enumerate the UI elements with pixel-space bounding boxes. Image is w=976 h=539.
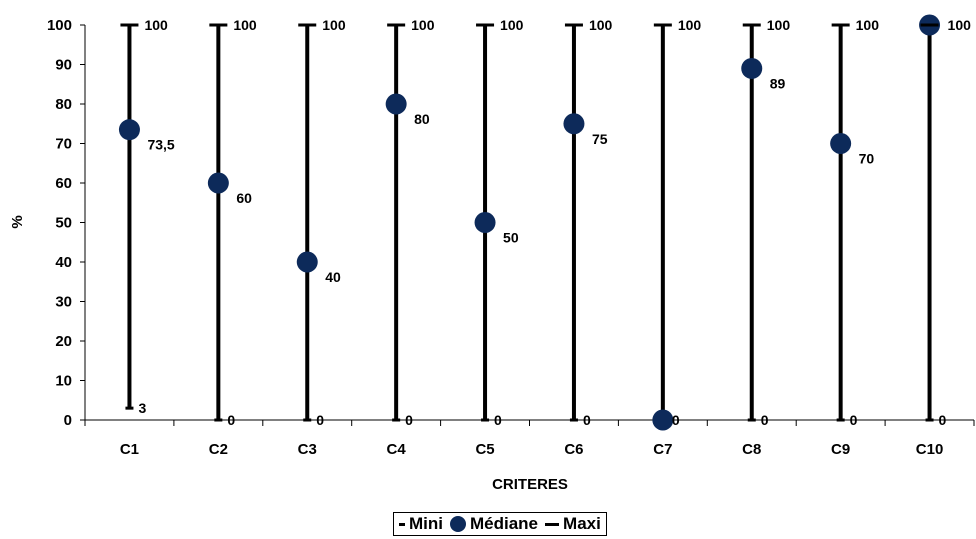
maxi-data-label: 100 <box>767 17 791 33</box>
y-tick-label: 70 <box>55 136 72 153</box>
y-tick-label: 40 <box>55 254 72 271</box>
x-tick-label: C7 <box>653 441 672 458</box>
range-lines <box>125 25 934 422</box>
maxi-data-label: 100 <box>589 17 613 33</box>
median-data-label: 100 <box>948 17 972 33</box>
y-tick-label: 0 <box>64 412 72 429</box>
y-tick-label: 50 <box>55 215 72 232</box>
maxi-data-label: 100 <box>233 17 257 33</box>
data-labels: 100 3 73,5 100 0 60 100 0 40 100 0 80 100 0 50 100 0 75 10… <box>138 17 971 428</box>
maxi-data-label: 100 <box>411 17 435 33</box>
median-marker <box>385 93 407 115</box>
x-tick-label: C5 <box>475 441 494 458</box>
median-data-label: 60 <box>236 190 252 206</box>
mini-marker-icon <box>399 522 405 526</box>
median-marker <box>118 119 140 141</box>
axes <box>80 24 975 426</box>
median-data-label: 80 <box>414 111 430 127</box>
y-axis-title: % <box>9 215 26 228</box>
median-marker <box>207 172 229 194</box>
median-marker <box>830 133 852 154</box>
x-tick-label: C2 <box>209 441 228 458</box>
mini-data-label: 0 <box>494 412 502 428</box>
y-tick-label: 80 <box>55 96 72 113</box>
mini-data-label: 0 <box>850 412 858 428</box>
median-marker <box>652 409 674 431</box>
mini-data-label: 0 <box>316 412 324 428</box>
median-marker <box>741 57 763 79</box>
maxi-data-label: 100 <box>144 17 168 33</box>
median-data-label: 70 <box>859 151 875 167</box>
median-data-label: 40 <box>325 269 341 285</box>
maxi-data-label: 100 <box>322 17 346 33</box>
x-tick-label: C10 <box>916 441 944 458</box>
x-tick-label: C3 <box>298 441 317 458</box>
y-tick-label: 30 <box>55 294 72 311</box>
median-data-label: 75 <box>592 131 608 147</box>
x-tick-label: C8 <box>742 441 761 458</box>
x-tick-label: C6 <box>564 441 583 458</box>
median-data-label: 73,5 <box>147 137 174 153</box>
maxi-data-label: 100 <box>678 17 702 33</box>
mini-data-label: 0 <box>672 412 680 428</box>
median-marker <box>296 251 318 273</box>
maxi-data-label: 100 <box>856 17 880 33</box>
y-tick-label: 20 <box>55 333 72 350</box>
mini-data-label: 0 <box>405 412 413 428</box>
mini-data-label: 0 <box>227 412 235 428</box>
x-tick-label: C4 <box>387 441 407 458</box>
median-markers <box>118 14 941 431</box>
legend-label-median: Médiane <box>470 514 539 533</box>
median-marker <box>563 113 585 135</box>
legend-label-mini: Mini <box>409 514 443 533</box>
y-tick-label: 100 <box>47 17 72 34</box>
x-tick-label: C9 <box>831 441 850 458</box>
y-tick-label: 60 <box>55 175 72 192</box>
mini-data-label: 0 <box>939 412 947 428</box>
y-tick-label: 90 <box>55 57 72 74</box>
maxi-marker-icon <box>545 522 560 526</box>
legend-item-mini: Mini <box>399 514 443 534</box>
legend-item-maxi: Maxi <box>545 514 601 534</box>
median-marker-icon <box>450 516 466 532</box>
median-data-label: 89 <box>770 75 786 91</box>
mini-data-label: 0 <box>761 412 769 428</box>
median-marker <box>474 212 496 233</box>
y-tick-label: 10 <box>55 373 72 390</box>
mini-data-label: 3 <box>138 400 146 416</box>
legend-item-median: Médiane <box>450 514 538 534</box>
mini-data-label: 0 <box>583 412 591 428</box>
median-data-label: 50 <box>503 230 519 246</box>
maxi-data-label: 100 <box>500 17 524 33</box>
legend-label-maxi: Maxi <box>563 514 601 533</box>
x-tick-label: C1 <box>120 441 139 458</box>
x-axis-title: CRITERES <box>492 476 568 493</box>
legend: Mini Médiane Maxi <box>393 512 607 536</box>
